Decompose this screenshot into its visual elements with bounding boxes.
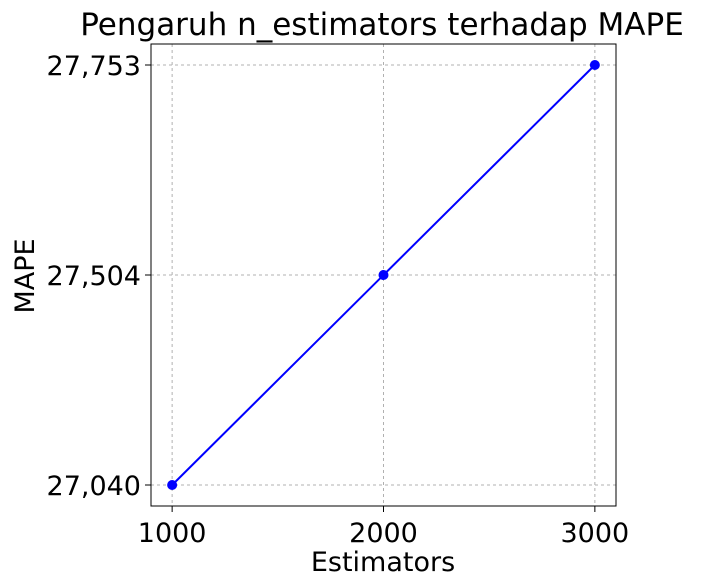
axis-ticks: 1000 2000 3000 27,040 27,504 27,753 bbox=[47, 51, 630, 549]
x-tick-label: 3000 bbox=[561, 518, 630, 549]
y-tick-label: 27,753 bbox=[47, 51, 141, 82]
x-axis-label: Estimators bbox=[311, 547, 455, 578]
x-tick-label: 2000 bbox=[349, 518, 418, 549]
data-point bbox=[589, 60, 600, 70]
data-point bbox=[167, 480, 178, 490]
y-tick-label: 27,504 bbox=[47, 261, 141, 292]
data-point bbox=[378, 270, 389, 280]
y-tick-label: 27,040 bbox=[47, 471, 141, 502]
chart-title: Pengaruh n_estimators terhadap MAPE bbox=[80, 7, 684, 43]
plot-frame bbox=[150, 43, 617, 507]
series bbox=[167, 60, 600, 490]
y-axis-label: MAPE bbox=[10, 238, 41, 313]
x-tick-label: 1000 bbox=[138, 518, 207, 549]
